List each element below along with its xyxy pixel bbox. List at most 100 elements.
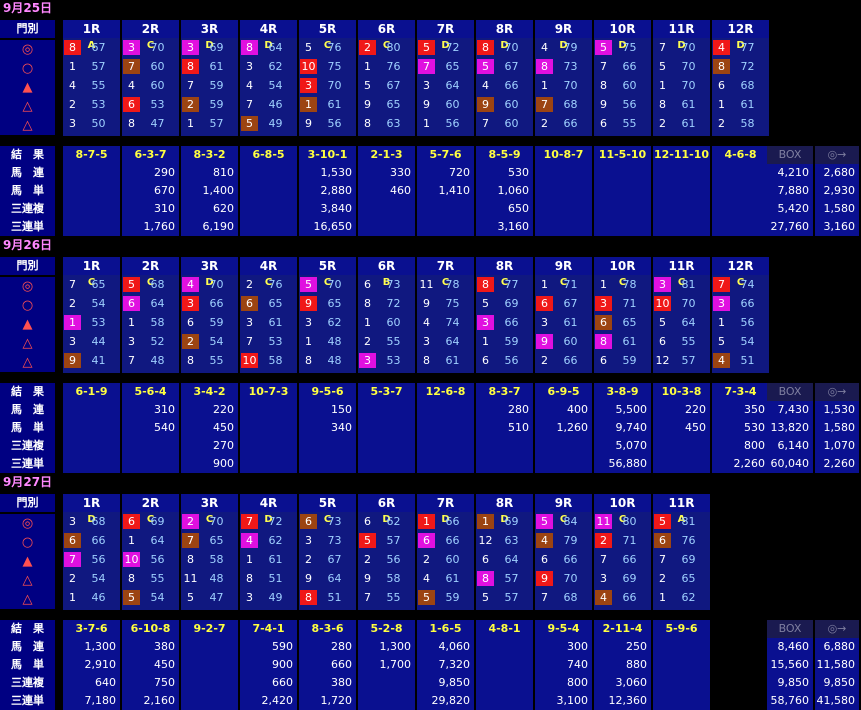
race-header[interactable]: 1R bbox=[63, 257, 120, 275]
race-column: D 4 70 3 66 6 59 2 54 8 55 bbox=[181, 275, 238, 373]
payout-value: 290 bbox=[122, 164, 179, 182]
race-header[interactable]: 6R bbox=[358, 20, 415, 38]
horse-number: 5 bbox=[300, 277, 317, 292]
race-header[interactable]: 10R bbox=[594, 494, 651, 512]
race-header[interactable]: 6R bbox=[358, 257, 415, 275]
rating-value: 68 bbox=[91, 515, 106, 528]
payout-value: 2,260 bbox=[712, 455, 769, 473]
payout-label: 三連単 bbox=[0, 692, 55, 710]
race-header[interactable]: 8R bbox=[476, 257, 533, 275]
race-header[interactable]: 7R bbox=[417, 20, 474, 38]
venue-label: 門別 bbox=[0, 20, 55, 38]
rating-value: 57 bbox=[681, 354, 696, 367]
race-grade: C bbox=[87, 277, 96, 288]
rating-value: 67 bbox=[563, 297, 578, 310]
race-header[interactable]: 11R bbox=[653, 257, 710, 275]
payout-value bbox=[358, 455, 415, 473]
race-header[interactable]: 5R bbox=[299, 20, 356, 38]
horse-number: 5 bbox=[418, 590, 435, 605]
horse-number: 3 bbox=[713, 296, 730, 311]
payout-value bbox=[358, 200, 415, 218]
horse-number: 6 bbox=[123, 296, 140, 311]
horse-number: 6 bbox=[536, 296, 553, 311]
box-value: 27,760 bbox=[767, 218, 813, 236]
rating-value: 70 bbox=[681, 79, 696, 92]
horse-number: 7 bbox=[713, 277, 730, 292]
rating-value: 66 bbox=[563, 354, 578, 367]
race-column: C 8 77 5 69 3 66 1 59 6 56 bbox=[476, 275, 533, 373]
race-header[interactable]: 1R bbox=[63, 494, 120, 512]
race-header[interactable]: 11R bbox=[653, 20, 710, 38]
rating-value: 62 bbox=[327, 316, 342, 329]
race-header[interactable]: 12R bbox=[712, 257, 769, 275]
race-header[interactable]: 5R bbox=[299, 494, 356, 512]
rating-value: 78 bbox=[445, 278, 460, 291]
horse-number: 6 bbox=[418, 533, 435, 548]
race-header[interactable]: 6R bbox=[358, 494, 415, 512]
race-header[interactable]: 7R bbox=[417, 257, 474, 275]
race-header[interactable]: 2R bbox=[122, 20, 179, 38]
rating-value: 56 bbox=[91, 553, 106, 566]
horse-number: 9 bbox=[364, 98, 371, 111]
horse-number: 7 bbox=[128, 354, 135, 367]
race-header[interactable]: 9R bbox=[535, 20, 592, 38]
payout-value: 900 bbox=[181, 455, 238, 473]
horse-number: 8 bbox=[536, 59, 553, 74]
race-column: C 11 80 2 71 7 66 3 69 4 66 bbox=[594, 512, 651, 610]
race-header[interactable]: 2R bbox=[122, 257, 179, 275]
race-header[interactable]: 10R bbox=[594, 257, 651, 275]
horse-number: 3 bbox=[595, 296, 612, 311]
race-header[interactable]: 3R bbox=[181, 20, 238, 38]
race-header[interactable]: 11R bbox=[653, 494, 710, 512]
race-header[interactable]: 9R bbox=[535, 494, 592, 512]
race-header[interactable]: 8R bbox=[476, 494, 533, 512]
race-header[interactable]: 4R bbox=[240, 494, 297, 512]
horse-number: 8 bbox=[477, 40, 494, 55]
payout-value bbox=[712, 218, 769, 236]
race-header[interactable]: 8R bbox=[476, 20, 533, 38]
rating-value: 71 bbox=[622, 297, 637, 310]
payout-value: 4,060 bbox=[417, 638, 474, 656]
race-grade: C bbox=[323, 40, 332, 51]
race-header[interactable]: 3R bbox=[181, 257, 238, 275]
rating-value: 62 bbox=[681, 591, 696, 604]
race-header[interactable]: 7R bbox=[417, 494, 474, 512]
rating-value: 66 bbox=[209, 297, 224, 310]
payout-value bbox=[476, 638, 533, 656]
payout-value bbox=[712, 164, 769, 182]
race-header[interactable]: 1R bbox=[63, 20, 120, 38]
rating-value: 79 bbox=[563, 534, 578, 547]
race-header[interactable]: 3R bbox=[181, 494, 238, 512]
rating-value: 66 bbox=[622, 591, 637, 604]
race-header[interactable]: 2R bbox=[122, 494, 179, 512]
payout-value bbox=[476, 674, 533, 692]
race-header[interactable]: 4R bbox=[240, 257, 297, 275]
rating-value: 64 bbox=[504, 553, 519, 566]
mark-label: ▲ bbox=[0, 315, 55, 334]
rating-value: 68 bbox=[150, 278, 165, 291]
race-grade: C bbox=[618, 277, 627, 288]
rating-value: 56 bbox=[445, 117, 460, 130]
race-header[interactable]: 5R bbox=[299, 257, 356, 275]
race-header[interactable]: 4R bbox=[240, 20, 297, 38]
horse-number: 3 bbox=[246, 60, 253, 73]
race-grade: D bbox=[618, 40, 627, 51]
payout-value: 340 bbox=[299, 419, 356, 437]
race-header[interactable]: 9R bbox=[535, 257, 592, 275]
mark-label: ○ bbox=[0, 296, 55, 315]
horse-number: 1 bbox=[541, 278, 548, 291]
race-result: 5-3-7 bbox=[358, 383, 415, 401]
horse-number: 6 bbox=[654, 533, 671, 548]
race-header[interactable]: 10R bbox=[594, 20, 651, 38]
rating-value: 65 bbox=[209, 534, 224, 547]
rating-value: 57 bbox=[504, 591, 519, 604]
race-result: 8-5-9 bbox=[476, 146, 533, 164]
race-result: 2-1-3 bbox=[358, 146, 415, 164]
race-header[interactable]: 12R bbox=[712, 20, 769, 38]
horse-number: 9 bbox=[423, 98, 430, 111]
horse-number: 3 bbox=[423, 79, 430, 92]
rating-value: 59 bbox=[622, 354, 637, 367]
race-column: D 6 62 5 57 2 56 9 58 7 55 bbox=[358, 512, 415, 610]
rating-value: 73 bbox=[327, 515, 342, 528]
rating-value: 54 bbox=[209, 335, 224, 348]
